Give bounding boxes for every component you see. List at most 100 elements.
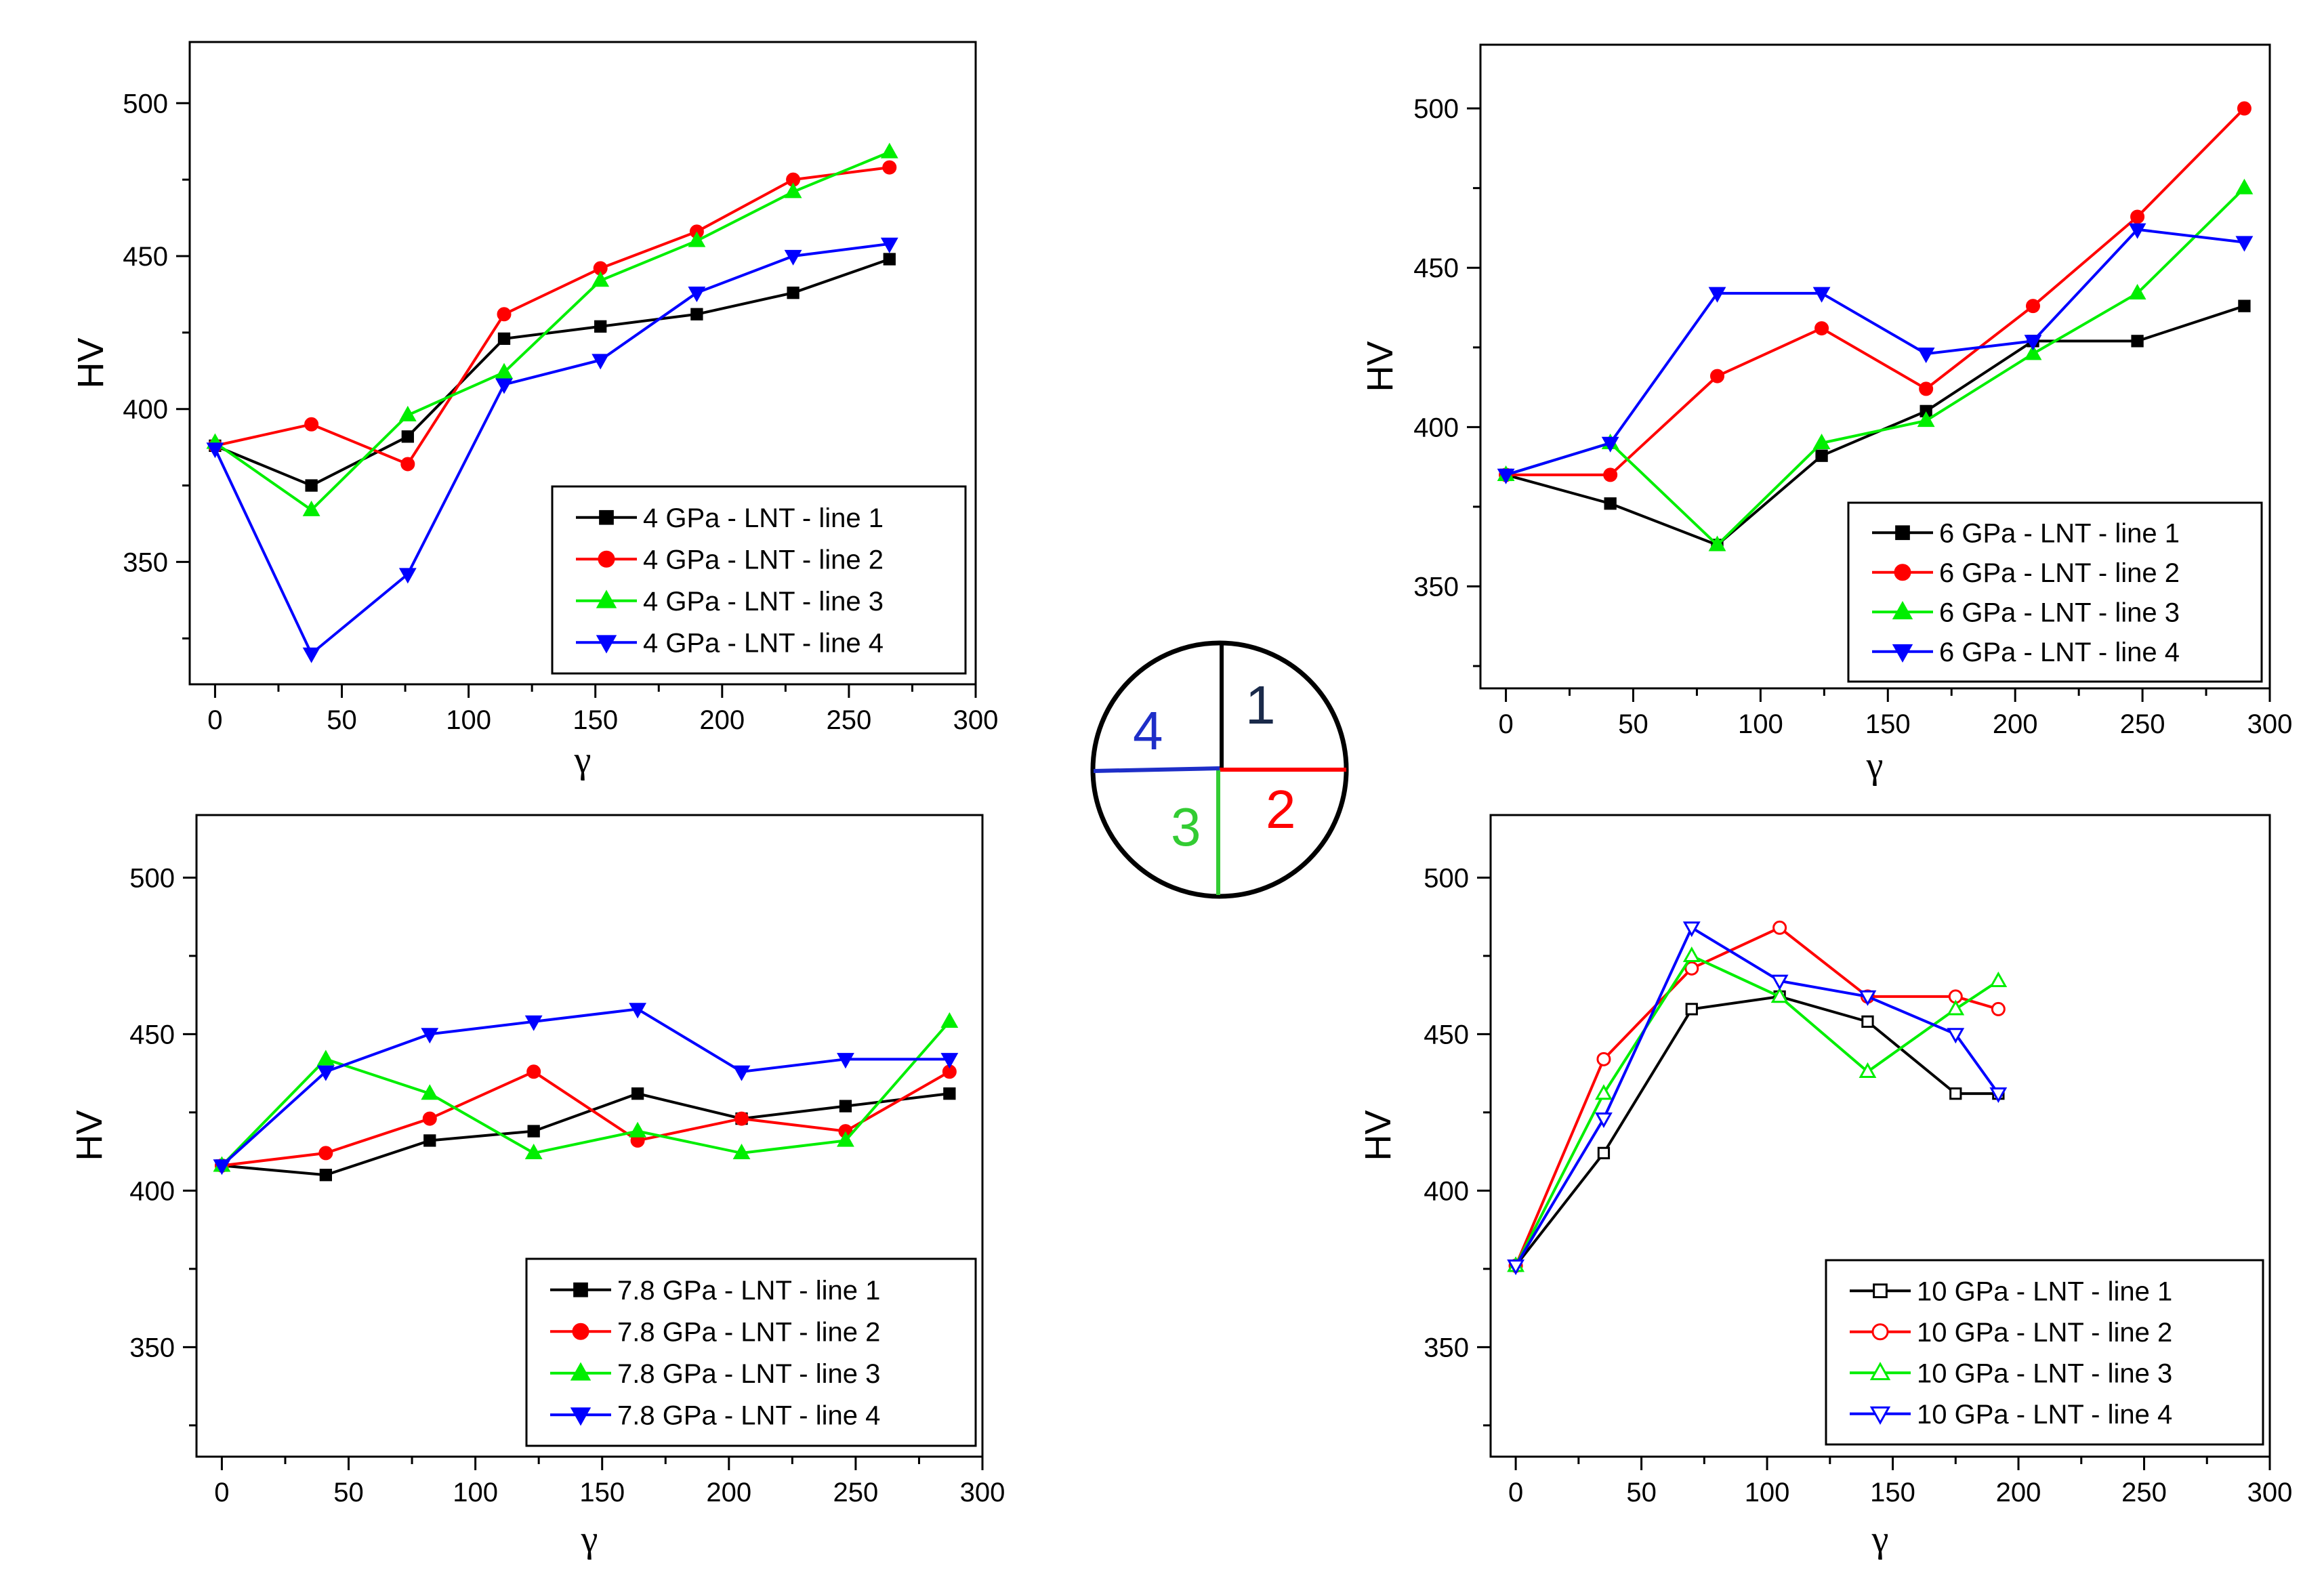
legend: 6 GPa - LNT - line 1 6 GPa - LNT - line 2… <box>1847 501 2263 683</box>
x-tick-label: 250 <box>2121 1478 2167 1507</box>
data-point-line-4 <box>592 354 610 370</box>
data-point-line-4 <box>1708 287 1726 303</box>
legend-marker-3 <box>596 589 617 608</box>
x-axis-label: γ <box>581 1518 598 1560</box>
data-point-line-3 <box>1595 1084 1613 1100</box>
legend-label-2: 10 GPa - LNT - line 2 <box>1917 1318 2172 1348</box>
legend-marker-4 <box>1892 644 1913 663</box>
plot-frame <box>1489 814 2271 1458</box>
data-point-line-4 <box>732 1065 751 1081</box>
x-tick-label: 0 <box>207 705 222 735</box>
x-tick-label: 0 <box>1508 1478 1523 1507</box>
data-point-line-4 <box>1601 436 1619 453</box>
data-point-line-4 <box>1989 1087 2008 1104</box>
legend: 10 GPa - LNT - line 1 10 GPa - LNT - line… <box>1825 1259 2264 1446</box>
data-point-line-1 <box>1604 497 1617 510</box>
legend-label-4: 4 GPa - LNT - line 4 <box>643 628 884 658</box>
data-point-line-3 <box>1917 411 1935 428</box>
y-tick-label: 450 <box>129 1020 175 1049</box>
data-point-line-3 <box>1770 987 1789 1003</box>
legend-label-1: 7.8 GPa - LNT - line 1 <box>617 1276 880 1306</box>
data-point-line-1 <box>1815 449 1828 462</box>
legend-label-3: 10 GPa - LNT - line 3 <box>1917 1358 2172 1388</box>
panel-p3: 0 50 100 150 200 250 300 350 400 450 500 7.8 GPa -… <box>69 814 1005 1560</box>
data-point-line-4 <box>2128 223 2146 239</box>
data-point-line-4 <box>213 1159 231 1175</box>
legend-marker-2 <box>598 550 615 568</box>
y-tick-label: 500 <box>129 863 175 893</box>
quadrant-label-1: 1 <box>1245 675 1276 735</box>
data-point-line-4 <box>2235 236 2254 252</box>
data-point-line-2 <box>526 1064 541 1079</box>
y-tick-label: 350 <box>123 547 168 577</box>
legend-label-1: 6 GPa - LNT - line 1 <box>1939 518 2180 548</box>
data-point-line-3 <box>1708 535 1726 551</box>
data-point-line-2 <box>2237 101 2252 116</box>
data-point-line-3 <box>940 1012 959 1028</box>
data-point-line-2 <box>1991 1001 2006 1016</box>
data-point-line-1 <box>943 1087 956 1100</box>
x-tick-label: 50 <box>1618 709 1648 739</box>
data-point-line-2 <box>2130 209 2145 224</box>
data-point-line-4 <box>316 1065 335 1081</box>
legend-marker-1 <box>599 509 614 525</box>
legend-label-3: 6 GPa - LNT - line 3 <box>1939 598 2180 627</box>
legend-marker-1 <box>1873 1283 1888 1299</box>
y-tick-label: 350 <box>1424 1333 1469 1362</box>
data-point-line-1 <box>1597 1146 1611 1160</box>
data-point-line-1 <box>839 1100 852 1112</box>
data-point-line-1 <box>423 1134 436 1147</box>
data-point-line-3 <box>1989 971 2008 987</box>
data-point-line-1 <box>594 320 607 333</box>
data-point-line-1 <box>305 479 318 492</box>
legend-marker-1 <box>1895 525 1910 541</box>
legend-marker-4 <box>570 1407 592 1426</box>
panel-p1: 0 50 100 150 200 250 300 350 400 450 500 4 GPa - L… <box>70 41 998 781</box>
data-point-line-1 <box>1861 1015 1874 1028</box>
data-point-line-2 <box>1684 961 1699 976</box>
data-point-line-1 <box>883 253 896 266</box>
legend-marker-4 <box>596 635 617 654</box>
y-tick-label: 450 <box>1413 253 1459 283</box>
legend-label-1: 4 GPa - LNT - line 1 <box>643 503 884 533</box>
x-tick-label: 300 <box>2247 1478 2293 1507</box>
data-point-line-1 <box>631 1087 644 1100</box>
data-point-line-1 <box>1949 1087 1962 1100</box>
data-point-line-1 <box>2238 299 2251 312</box>
data-point-line-4 <box>524 1015 543 1031</box>
x-tick-label: 150 <box>1865 709 1911 739</box>
data-point-line-3 <box>2128 283 2146 299</box>
quadrant-label-3: 3 <box>1171 797 1201 857</box>
x-tick-label: 0 <box>214 1478 229 1507</box>
series-line-4 <box>1505 228 2245 476</box>
data-point-line-1 <box>2131 335 2144 348</box>
data-point-line-4 <box>1595 1112 1613 1128</box>
series-line-3 <box>1514 954 1999 1267</box>
data-point-line-4 <box>1497 468 1515 484</box>
legend-label-4: 7.8 GPa - LNT - line 4 <box>617 1400 880 1430</box>
y-axis-label: HV <box>1360 341 1400 392</box>
data-point-line-2 <box>318 1146 333 1161</box>
panel-p4: 0 50 100 150 200 250 300 350 400 450 500 10 GPa - … <box>1358 814 2293 1560</box>
x-tick-label: 50 <box>333 1478 364 1507</box>
x-axis-label: γ <box>1871 1518 1889 1560</box>
data-point-line-3 <box>316 1049 335 1066</box>
data-point-line-4 <box>495 378 513 394</box>
x-tick-label: 250 <box>2120 709 2165 739</box>
quadrant-label-4: 4 <box>1133 701 1163 761</box>
x-tick-label: 50 <box>327 705 357 735</box>
data-point-line-4 <box>302 647 320 663</box>
data-point-line-3 <box>1682 946 1701 963</box>
legend-marker-2 <box>572 1323 589 1340</box>
data-point-line-3 <box>592 271 610 287</box>
data-point-line-3 <box>398 405 417 421</box>
data-point-line-4 <box>629 1003 647 1019</box>
data-point-line-4 <box>940 1053 959 1069</box>
sample-quadrant-diagram: 1 2 3 4 <box>1090 640 1349 899</box>
y-tick-label: 500 <box>123 89 168 119</box>
data-point-line-1 <box>1685 1003 1698 1016</box>
y-axis-label: HV <box>70 337 111 388</box>
data-point-line-3 <box>1859 1062 1877 1078</box>
series-line-1 <box>1506 304 2245 547</box>
